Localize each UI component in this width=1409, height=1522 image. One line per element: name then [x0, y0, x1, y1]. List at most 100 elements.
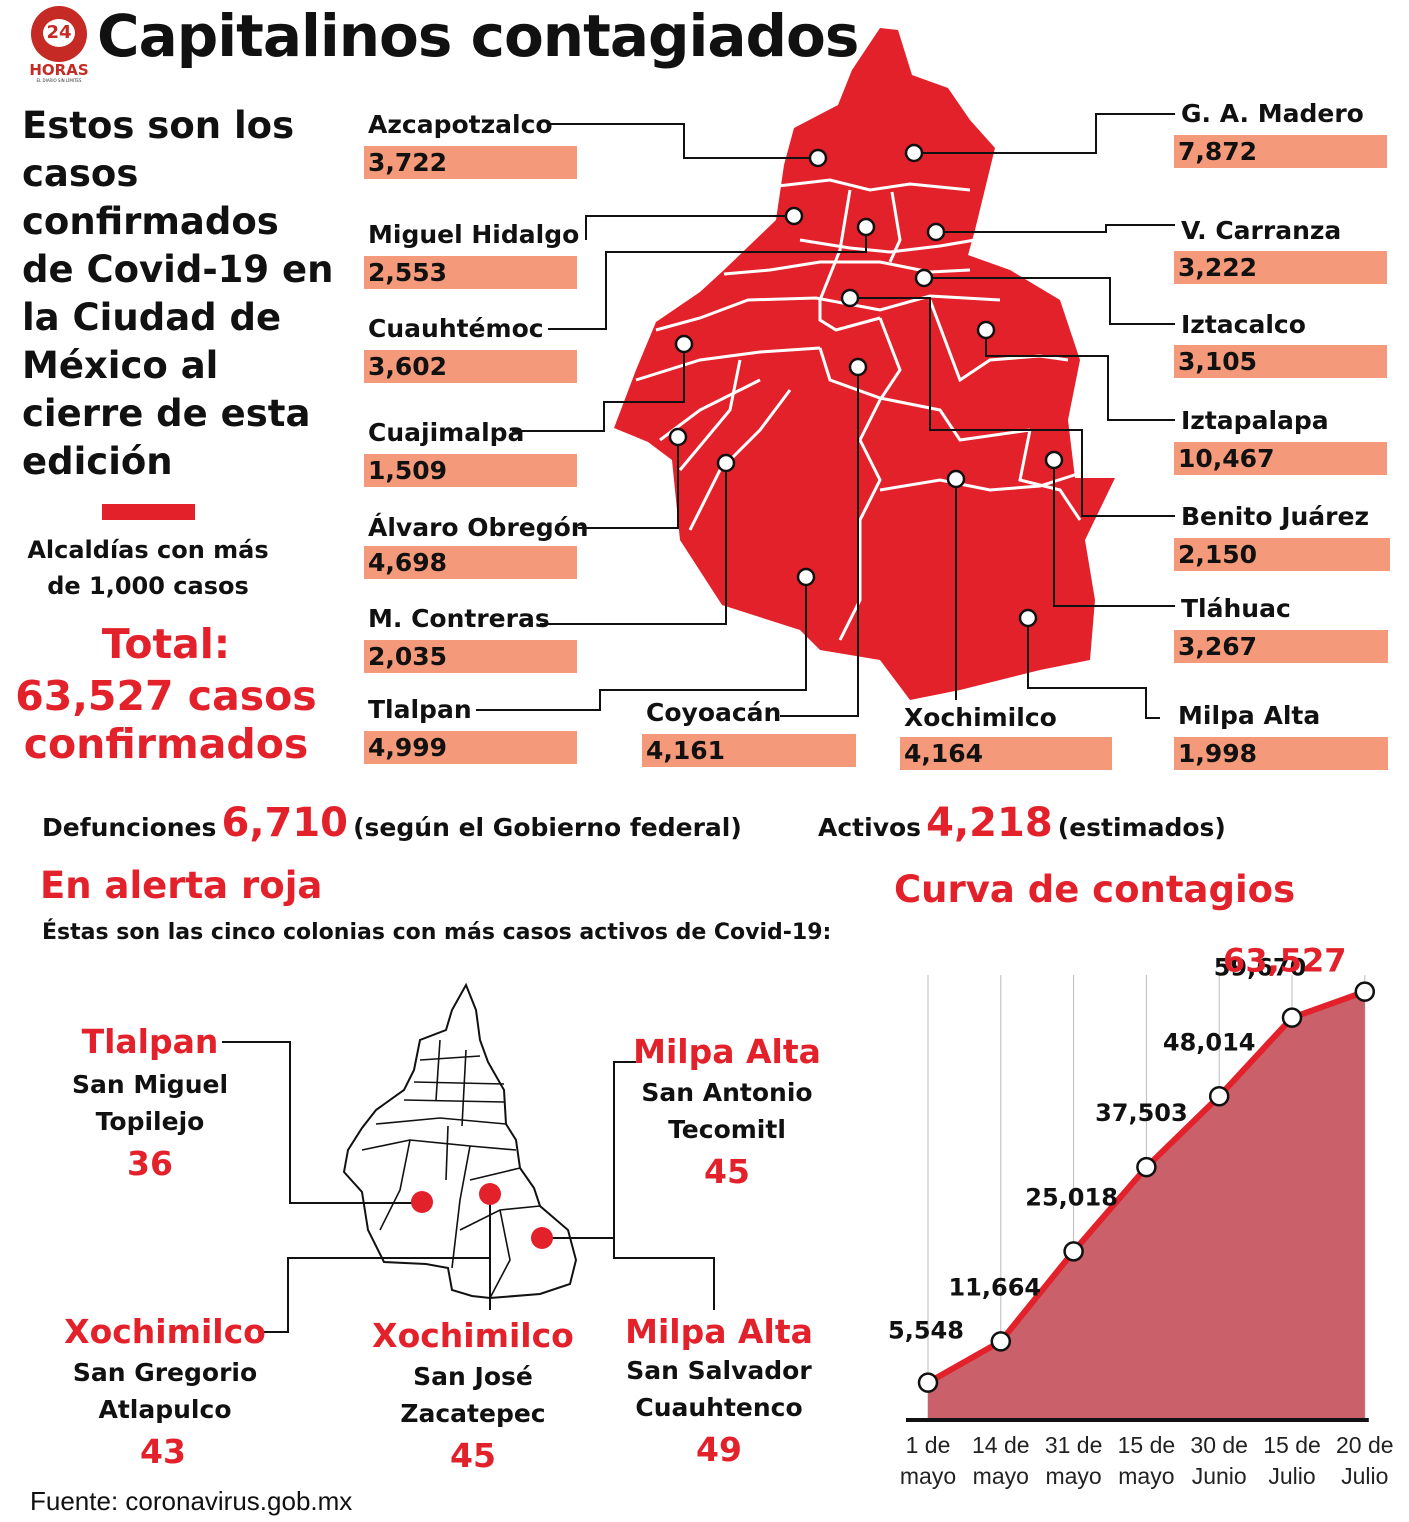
deaths-label: Defunciones	[42, 813, 217, 842]
alcaldia-label-benito-juarez: Benito Juárez	[1181, 502, 1370, 531]
alcaldia-label-milpa-alta: Milpa Alta	[1178, 701, 1321, 730]
alert-leader-lines	[222, 1041, 715, 1333]
colonia-tlalpan-title: Tlalpan	[81, 1022, 219, 1061]
colonia-xochimilco-1-title: Xochimilco	[64, 1312, 266, 1351]
alcaldia-label-miguel-hidalgo: Miguel Hidalgo	[368, 220, 580, 249]
alert-map-borders	[361, 1039, 541, 1299]
colonia-tlalpan-name: San Miguel Topilejo	[50, 1066, 250, 1140]
map-markers	[668, 143, 1064, 628]
logo: 24 HORAS EL DIARIO SIN LÍMITES	[29, 6, 89, 88]
alcaldia-bar-miguel-hidalgo: 2,553	[364, 256, 577, 289]
logo-emblem: 24	[31, 6, 87, 62]
colonia-xochimilco-1-name: San Gregorio Atlapulco	[60, 1354, 270, 1428]
colonia-xochimilco-2-name: San José Zacatepec	[368, 1358, 578, 1432]
chart-data-label: 37,503	[1095, 1099, 1188, 1127]
chart-x-tick-label: 15 de Julio	[1263, 1432, 1321, 1489]
alcaldia-bar-alvaro-obregon: 4,698	[364, 546, 577, 579]
logo-tagline: EL DIARIO SIN LÍMITES	[36, 78, 82, 83]
chart-x-tick-label: 1 de mayo	[899, 1432, 957, 1489]
alcaldia-label-tlalpan: Tlalpan	[368, 695, 472, 724]
cdmx-map	[476, 28, 1175, 719]
alcaldia-bar-iztapalapa: 10,467	[1174, 442, 1387, 475]
alert-title: En alerta roja	[40, 864, 323, 907]
active-stat: Activos 4,218 (estimados)	[818, 800, 1226, 846]
alcaldia-label-cuauhtemoc: Cuauhtémoc	[368, 314, 544, 343]
chart-x-tick-label: 14 de mayo	[972, 1432, 1030, 1489]
source-line: Fuente: coronavirus.gob.mx	[30, 1486, 352, 1517]
colonia-milpa-alta-1-name-l2: Tecomitl	[668, 1115, 786, 1144]
alcaldia-label-iztapalapa: Iztapalapa	[1181, 406, 1329, 435]
source-value: coronavirus.gob.mx	[125, 1486, 353, 1516]
chart-data-label: 25,018	[1025, 1183, 1118, 1211]
alcaldia-bar-m-contreras: 2,035	[364, 640, 577, 673]
total-confirmed: confirmados	[23, 720, 309, 768]
alcaldia-bar-benito-juarez: 2,150	[1174, 538, 1390, 571]
alcaldia-label-iztacalco: Iztacalco	[1181, 310, 1306, 339]
colonia-tlalpan-name-l1: San Miguel	[71, 1070, 229, 1099]
colonia-xochimilco-1-value: 43	[140, 1432, 186, 1471]
chart-point	[990, 1331, 1012, 1352]
alcaldia-bar-tlahuac: 3,267	[1174, 630, 1388, 663]
colonia-milpa-alta-2-value: 49	[696, 1430, 742, 1469]
alcaldia-label-cuajimalpa: Cuajimalpa	[368, 418, 525, 447]
legend-swatch	[102, 504, 195, 520]
alert-markers	[411, 1183, 553, 1249]
alcaldia-bar-cuauhtemoc: 3,602	[364, 350, 577, 383]
alcaldia-label-azcapotzalco: Azcapotzalco	[368, 110, 553, 139]
source-label: Fuente:	[30, 1486, 119, 1516]
alert-map	[222, 982, 715, 1333]
alcaldia-bar-tlalpan: 4,999	[364, 731, 577, 764]
chart-data-label: 59,670	[1214, 954, 1307, 982]
chart-data-label: 11,664	[948, 1273, 1041, 1301]
colonia-tlalpan-name-l2: Topilejo	[95, 1107, 205, 1136]
alcaldia-label-v-carranza: V. Carranza	[1181, 216, 1342, 245]
chart-point	[1136, 1156, 1157, 1178]
alcaldia-label-m-contreras: M. Contreras	[368, 604, 550, 633]
active-label: Activos	[818, 813, 922, 842]
colonia-xochimilco-2-title: Xochimilco	[372, 1316, 574, 1355]
logo-text: HORAS	[29, 61, 89, 79]
active-value: 4,218	[926, 800, 1053, 846]
legend-label: Alcaldías con más de 1,000 casos	[27, 536, 269, 600]
chart-data-label: 63,527	[1223, 942, 1346, 980]
total-label: Total:	[101, 620, 231, 668]
alcaldia-label-tlahuac: Tláhuac	[1181, 594, 1291, 623]
alcaldia-label-coyoacan: Coyoacán	[646, 698, 782, 727]
chart-x-tick-label: 15 de mayo	[1117, 1432, 1176, 1489]
alcaldia-bar-azcapotzalco: 3,722	[364, 146, 577, 179]
intro-text: Estos son los casos confirmados de Covid…	[22, 104, 334, 483]
chart-point	[1354, 981, 1376, 1002]
deaths-stat: Defunciones 6,710 (según el Gobierno fed…	[42, 800, 742, 846]
chart-point	[1208, 1086, 1230, 1107]
logo-number: 24	[43, 19, 75, 47]
chart-x-tick-label: 30 de Junio	[1190, 1432, 1248, 1489]
colonia-xochimilco-2-name-l1: San José	[413, 1362, 533, 1391]
alcaldia-label-ga-madero: G. A. Madero	[1181, 99, 1364, 128]
colonia-xochimilco-2-name-l2: Zacatepec	[400, 1399, 546, 1428]
total-cases: 63,527 casos	[15, 672, 317, 720]
alert-subtitle: Éstas son las cinco colonias con más cas…	[42, 920, 832, 945]
alcaldia-bar-v-carranza: 3,222	[1174, 251, 1387, 284]
chart-point	[1063, 1241, 1084, 1262]
chart-data-label: 5,548	[888, 1317, 964, 1345]
alcaldia-bar-iztacalco: 3,105	[1174, 345, 1387, 378]
colonia-xochimilco-2-value: 45	[450, 1436, 496, 1475]
alert-map-shape	[342, 982, 578, 1300]
alcaldia-bar-coyoacan: 4,161	[642, 734, 856, 767]
deaths-value: 6,710	[221, 800, 349, 846]
active-note: (estimados)	[1057, 813, 1226, 842]
colonia-milpa-alta-2-name-l2: Cuauhtenco	[635, 1393, 803, 1422]
chart-data-label: 48,014	[1163, 1028, 1256, 1056]
alcaldia-bar-milpa-alta: 1,998	[1174, 737, 1388, 770]
colonia-milpa-alta-1-name-l1: San Antonio	[641, 1078, 813, 1107]
chart-title: Curva de contagios	[894, 868, 1296, 911]
colonia-xochimilco-1-name-l2: Atlapulco	[98, 1395, 232, 1424]
colonia-milpa-alta-2-title: Milpa Alta	[625, 1312, 813, 1351]
colonia-milpa-alta-1-title: Milpa Alta	[633, 1032, 821, 1071]
deaths-note: (según el Gobierno federal)	[353, 813, 742, 842]
chart-point	[1281, 1007, 1303, 1028]
colonia-xochimilco-1-name-l1: San Gregorio	[72, 1358, 258, 1387]
alcaldia-label-xochimilco: Xochimilco	[904, 703, 1057, 732]
chart-point	[917, 1372, 939, 1393]
